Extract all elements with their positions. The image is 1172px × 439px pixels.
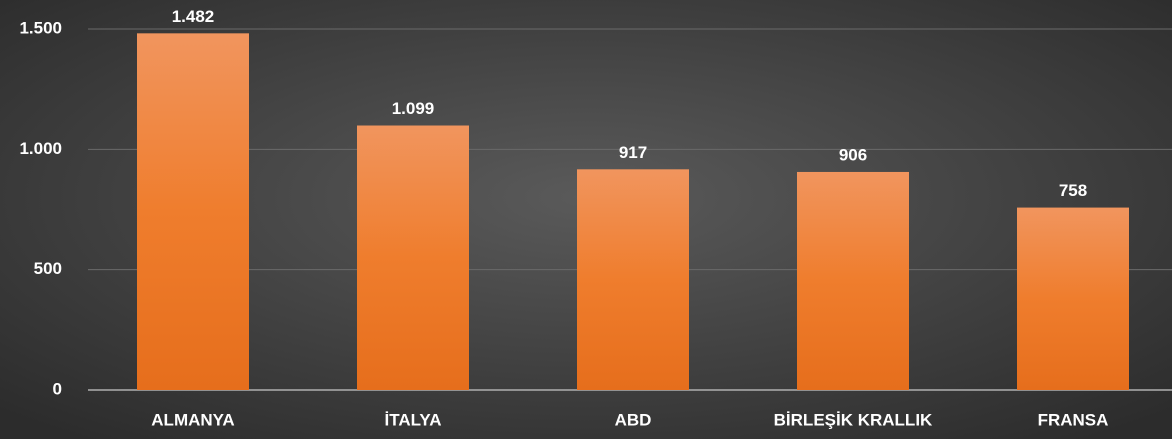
bar (137, 33, 249, 390)
bar (357, 125, 469, 391)
value-label: 906 (839, 145, 867, 164)
bar (577, 169, 689, 390)
bar (1017, 207, 1129, 390)
value-label: 1.482 (172, 7, 215, 26)
y-tick-label: 0 (53, 379, 62, 398)
x-tick-label: İTALYA (384, 410, 441, 429)
value-label: 1.099 (392, 99, 435, 118)
x-tick-label: BİRLEŞİK KRALLIK (774, 410, 933, 429)
bar (797, 171, 909, 390)
y-tick-label: 1.500 (19, 18, 62, 37)
x-tick-label: ALMANYA (151, 410, 234, 429)
value-label: 917 (619, 143, 647, 162)
y-tick-label: 500 (34, 259, 62, 278)
x-tick-label: ABD (615, 410, 652, 429)
y-tick-label: 1.000 (19, 139, 62, 158)
value-label: 758 (1059, 181, 1087, 200)
x-tick-label: FRANSA (1038, 410, 1109, 429)
